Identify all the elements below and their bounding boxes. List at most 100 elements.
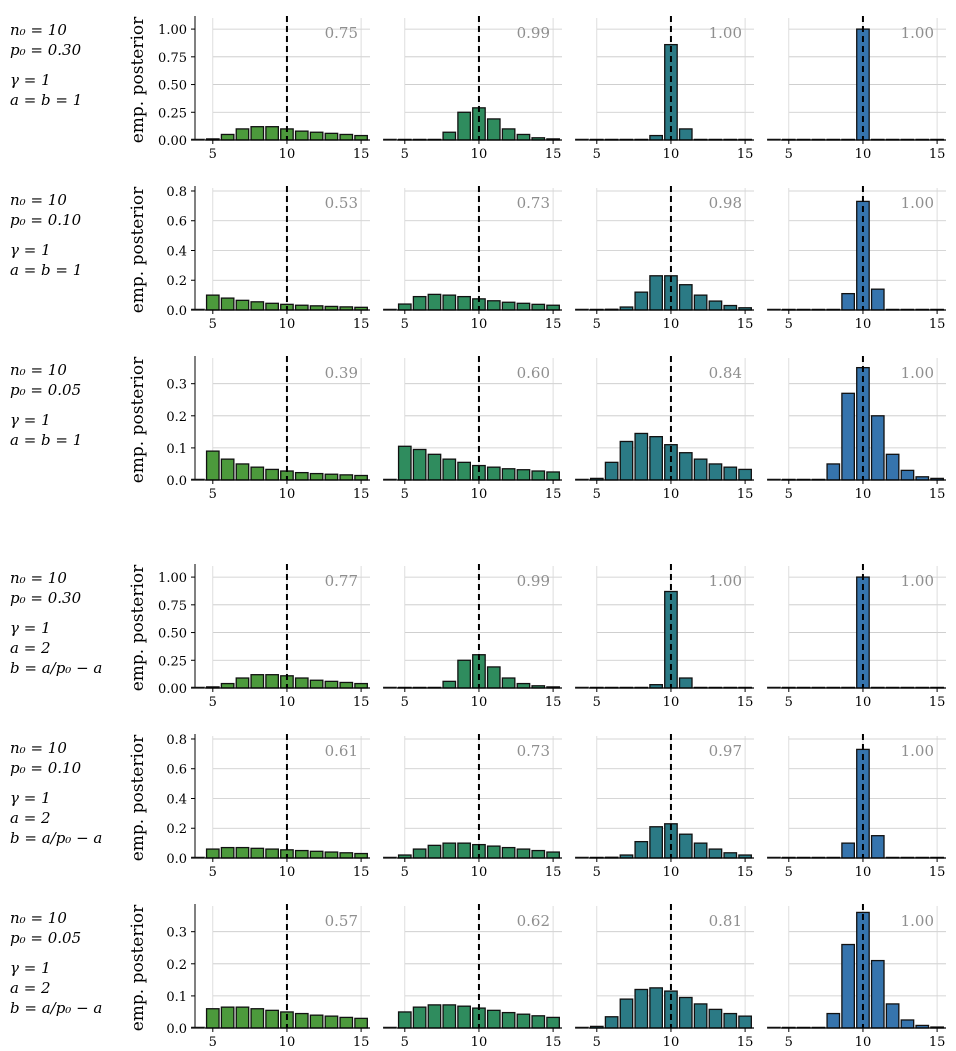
p0-label: p₀ = 0.30 <box>10 589 82 607</box>
y-axis-label: emp. posterior <box>128 16 148 143</box>
panel-r1-c0: 0.0 0.2 0.4 0.6 0.8 5 10 15 0.53 <box>166 185 370 332</box>
x-tick-label: 10 <box>855 865 872 880</box>
y-tick-label: 0.0 <box>166 1022 187 1037</box>
bar <box>250 466 265 481</box>
panel-r4-c0: 0.0 0.2 0.4 0.6 0.8 5 10 15 0.61 <box>166 733 370 880</box>
bar <box>383 308 397 311</box>
bar <box>457 842 471 859</box>
bar <box>649 987 663 1029</box>
bar <box>767 138 781 141</box>
bar <box>442 680 457 689</box>
coverage-annotation: 0.73 <box>517 742 550 760</box>
p0-label: p₀ = 0.30 <box>10 41 82 59</box>
bar <box>397 303 412 311</box>
x-tick-label: 5 <box>209 317 217 332</box>
bar <box>501 128 516 141</box>
a-label: a = 2 <box>10 639 51 657</box>
y-tick-label: 0.6 <box>166 215 187 230</box>
bar <box>324 1015 339 1029</box>
panel-r1-c2: 5 10 15 0.98 <box>575 186 754 332</box>
bar <box>678 284 693 311</box>
bar <box>856 28 870 141</box>
bar <box>265 674 279 689</box>
bar <box>427 844 442 859</box>
x-tick-label: 10 <box>663 1035 680 1050</box>
bar <box>354 1017 368 1029</box>
bar <box>649 134 663 141</box>
x-tick-label: 5 <box>401 147 409 162</box>
x-tick-label: 10 <box>471 487 488 502</box>
bar <box>723 1012 738 1029</box>
b-label: b = a/p₀ − a <box>10 829 103 847</box>
bar <box>397 445 412 481</box>
x-tick-label: 15 <box>929 487 946 502</box>
bar <box>250 674 265 689</box>
bar <box>486 118 501 141</box>
a-label: a = b = 1 <box>10 431 83 449</box>
x-tick-label: 15 <box>353 147 370 162</box>
y-axis-label: emp. posterior <box>128 564 148 691</box>
coverage-annotation: 1.00 <box>901 24 934 42</box>
coverage-annotation: 0.77 <box>325 572 358 590</box>
n0-label: n₀ = 10 <box>10 21 67 39</box>
bar <box>309 131 324 141</box>
bar <box>723 852 738 859</box>
x-tick-label: 5 <box>401 487 409 502</box>
panel-r5-c2: 5 10 15 0.81 <box>575 904 754 1050</box>
coverage-annotation: 1.00 <box>709 24 742 42</box>
bar <box>516 302 531 311</box>
bar <box>678 833 693 859</box>
bar <box>708 1008 723 1029</box>
bar <box>324 473 339 481</box>
bar <box>220 133 235 141</box>
y-tick-label: 0.4 <box>166 244 187 259</box>
bar <box>250 1008 265 1029</box>
a-label: a = b = 1 <box>10 91 83 109</box>
coverage-annotation: 0.53 <box>325 194 358 212</box>
bar <box>841 943 855 1029</box>
bar <box>205 1008 220 1029</box>
bar <box>324 851 339 859</box>
bar <box>220 846 235 859</box>
bar <box>220 1006 235 1029</box>
y-tick-label: 0.3 <box>166 378 187 393</box>
x-tick-label: 10 <box>663 695 680 710</box>
x-tick-label: 15 <box>545 487 562 502</box>
x-tick-label: 10 <box>471 147 488 162</box>
panel-r4-c1: 5 10 15 0.73 <box>383 734 562 880</box>
gamma-label: γ = 1 <box>10 411 51 429</box>
x-tick-label: 10 <box>471 695 488 710</box>
panel-r0-c0: 0.00 0.25 0.50 0.75 1.00 5 10 15 0.75 <box>158 16 370 162</box>
bar <box>501 677 516 689</box>
bar <box>191 856 205 859</box>
coverage-annotation: 0.39 <box>325 364 358 382</box>
bar <box>486 666 501 689</box>
bar <box>457 111 471 141</box>
bar <box>501 301 516 311</box>
y-tick-label: 0.1 <box>166 442 187 457</box>
bar <box>546 304 560 311</box>
bar <box>841 842 855 859</box>
bar <box>870 288 885 311</box>
x-tick-label: 10 <box>663 147 680 162</box>
panel-r0-c3: 5 10 15 1.00 <box>767 16 946 162</box>
bar <box>546 471 560 481</box>
bar <box>191 1026 205 1029</box>
x-tick-label: 5 <box>593 317 601 332</box>
n0-label: n₀ = 10 <box>10 569 67 587</box>
panel-r5-c0: 0.0 0.1 0.2 0.3 5 10 15 0.57 <box>166 904 370 1050</box>
bar <box>191 686 205 689</box>
bar <box>501 468 516 481</box>
n0-label: n₀ = 10 <box>10 361 67 379</box>
bar <box>575 138 589 141</box>
bar <box>649 275 663 311</box>
bar <box>738 468 752 481</box>
bar <box>220 297 235 311</box>
a-label: a = b = 1 <box>10 261 83 279</box>
bar <box>856 576 870 689</box>
coverage-annotation: 1.00 <box>901 742 934 760</box>
bar <box>205 848 220 859</box>
panel-r2-c3: 5 10 15 1.00 <box>767 356 946 502</box>
bar <box>339 1016 354 1029</box>
row-parameter-label: n₀ = 10 p₀ = 0.30 γ = 1 a = 2 b = a/p₀ − a <box>10 568 102 678</box>
